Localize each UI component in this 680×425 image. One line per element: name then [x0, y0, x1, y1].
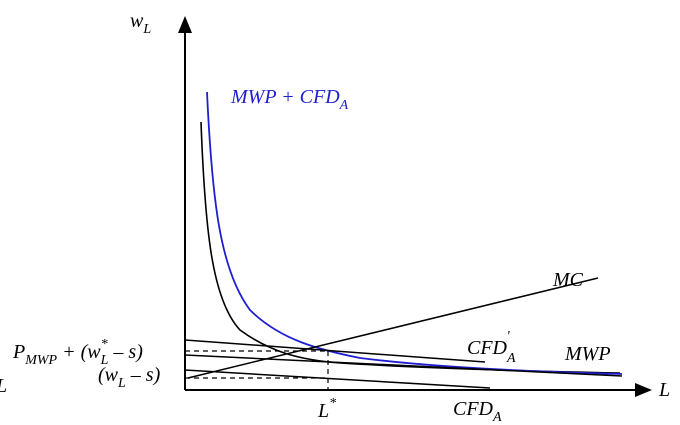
label-mwp: MWP — [564, 343, 611, 365]
ytick-lower: (wL – s) — [98, 364, 161, 391]
curve-black-hyperbola — [200, 121, 621, 374]
y-axis-label: wL — [130, 10, 151, 37]
label-cfd: CFDA — [453, 398, 502, 425]
curve-cfd-prime — [184, 339, 486, 363]
edge-char: L — [0, 375, 7, 397]
x-axis-arrow-icon — [635, 383, 652, 397]
y-axis-arrow-icon — [178, 16, 192, 33]
curve-mwp-plus-cfd — [206, 91, 623, 375]
label-lstar: L* — [317, 396, 336, 422]
label-mc: MC — [552, 269, 584, 291]
label-mwp-plus-cfd: MWP + CFDA — [230, 86, 349, 113]
x-axis-label: L — [658, 379, 670, 401]
curve-cfd — [184, 369, 491, 389]
curve-mwp — [184, 354, 623, 377]
ytick-upper: PMWP + (w* L – s) — [12, 337, 143, 368]
curve-mc — [187, 277, 599, 379]
label-cfd-prime: CFDA' — [467, 329, 516, 366]
